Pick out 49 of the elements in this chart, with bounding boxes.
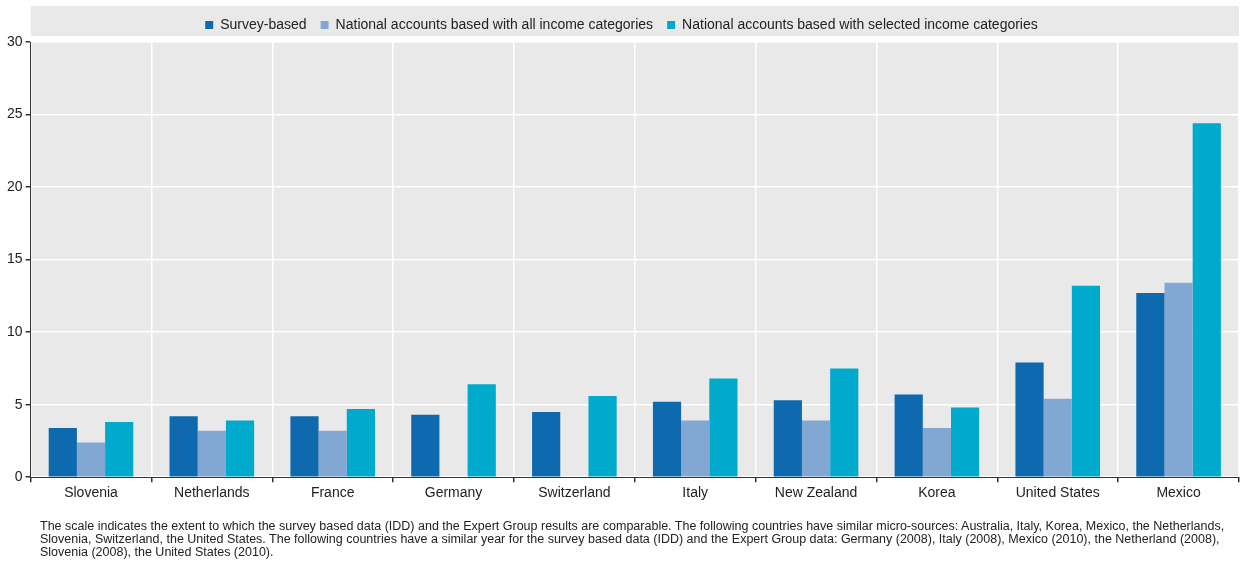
bar: [532, 411, 561, 477]
bar: [801, 420, 831, 477]
bar: [709, 378, 738, 477]
bar: [1071, 285, 1101, 477]
bar: [681, 420, 710, 477]
x-tick-label: United States: [1015, 484, 1100, 501]
bar: [588, 395, 617, 477]
bar: [922, 427, 951, 477]
x-tick-label: Netherlands: [174, 484, 250, 501]
bar: [290, 416, 319, 477]
bar: [1164, 282, 1193, 477]
bar: [467, 384, 496, 477]
legend-label: National accounts based with selected income categories: [682, 15, 1038, 32]
bar: [652, 401, 682, 477]
bar: [197, 430, 226, 477]
y-tick-label: 25: [6, 105, 23, 122]
bar: [1136, 292, 1165, 477]
bar: [225, 420, 255, 477]
legend-label: National accounts based with all income categories: [335, 15, 654, 32]
y-tick-label: 30: [6, 32, 23, 49]
bar: [318, 430, 347, 477]
x-tick-label: Italy: [682, 484, 709, 501]
bar: [411, 414, 440, 477]
bar: [830, 368, 859, 477]
y-tick-label: 0: [14, 468, 23, 485]
x-tick-label: France: [310, 484, 355, 501]
text: The scale indicates the extent to which the survey based data (IDD) and the Expert Group results are comparable. The following countries have similar micro-sources: Australia, Italy, Korea, Mexico, the Netherlands, Slovenia, Switzerland, the United States. The following countries have a similar year for the survey based data (IDD) and the Expert Group data: Germany (2008), Italy (2008), Mexico (2010), the Netherland (2008), Slovenia (2008), the United States (2010).: [40, 519, 1226, 559]
x-tick-label: Korea: [918, 484, 956, 501]
bar: [894, 394, 923, 477]
x-tick-label: New Zealand: [774, 484, 858, 501]
x-tick-label: Slovenia: [64, 484, 119, 501]
legend-label: Survey-based: [220, 15, 307, 32]
bar: [105, 422, 134, 477]
bar: [950, 407, 980, 477]
y-tick-label: 10: [6, 322, 23, 339]
x-tick-label: Germany: [424, 484, 483, 501]
y-tick-label: 5: [14, 395, 23, 412]
bar: [76, 442, 106, 477]
y-tick-label: 20: [6, 177, 23, 194]
bar: [169, 416, 198, 477]
bar: [346, 409, 375, 477]
bar: [1192, 123, 1221, 477]
bar: [1043, 398, 1072, 477]
bar: [48, 427, 77, 477]
x-tick-label: Switzerland: [538, 484, 611, 501]
bar: [773, 400, 802, 477]
y-tick-label: 15: [6, 250, 23, 267]
x-tick-label: Mexico: [1156, 484, 1201, 501]
bar: [1015, 362, 1044, 477]
